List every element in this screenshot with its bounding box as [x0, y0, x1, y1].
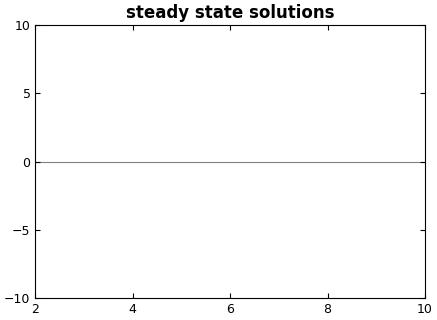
- Title: steady state solutions: steady state solutions: [126, 4, 334, 22]
